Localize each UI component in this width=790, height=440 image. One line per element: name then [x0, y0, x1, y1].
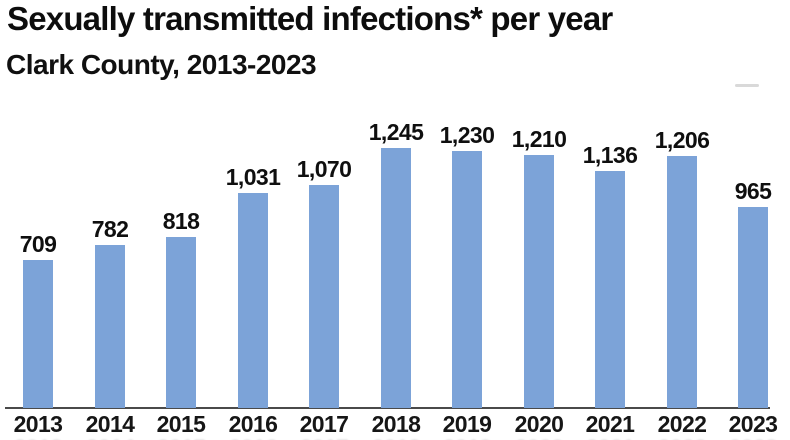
bar [738, 207, 768, 408]
x-axis-label: 2023 [728, 411, 778, 437]
x-axis-line [5, 407, 770, 409]
x-axis-label: 2016 [228, 411, 278, 437]
bar [309, 185, 339, 408]
bar-value-label: 709 [19, 231, 57, 257]
bar-value-label: 1,206 [654, 127, 710, 153]
bar [238, 193, 268, 408]
bar-value-label: 965 [734, 178, 772, 204]
bar-value-label: 1,031 [225, 164, 281, 190]
x-axis-label: 2019 [442, 411, 492, 437]
x-axis-label: 2015 [156, 411, 206, 437]
bottom-edge-smudge: 2014 [68, 435, 152, 440]
bar-value-label: 1,136 [582, 142, 638, 168]
bar [595, 171, 625, 408]
chart-title: Sexually transmitted infections* per yea… [7, 0, 613, 37]
chart-subtitle: Clark County, 2013-2023 [6, 49, 317, 80]
bar-value-label: 1,230 [439, 122, 495, 148]
x-axis-label: 2021 [585, 411, 635, 437]
x-axis-label: 2017 [299, 411, 349, 437]
bottom-edge-smudge: 2017 [282, 435, 366, 440]
bar-value-label: 782 [91, 216, 129, 242]
x-axis-label: 2020 [514, 411, 564, 437]
bottom-edge-smudge: 2019 [425, 435, 509, 440]
bar [166, 237, 196, 408]
bottom-edge-smudge: 2013 [0, 435, 80, 440]
bar [23, 260, 53, 408]
bottom-edge-smudge: 2015 [139, 435, 223, 440]
bar [524, 155, 554, 408]
divider-dash [735, 84, 759, 87]
bottom-edge-smudge: 2022 [640, 435, 724, 440]
x-axis-label: 2022 [657, 411, 707, 437]
bottom-edge-smudge: 2016 [211, 435, 295, 440]
bar [381, 148, 411, 408]
bar-value-label: 818 [162, 208, 200, 234]
bottom-edge-smudge: 2023 [711, 435, 790, 440]
bottom-edge-smudge: 2020 [497, 435, 581, 440]
x-axis-label: 2014 [85, 411, 135, 437]
bottom-edge-smudge: 2018 [354, 435, 438, 440]
x-axis-label: 2013 [13, 411, 63, 437]
bar [95, 245, 125, 408]
bar-value-label: 1,210 [511, 126, 567, 152]
bottom-edge-smudge: 2021 [568, 435, 652, 440]
bar-value-label: 1,245 [368, 119, 424, 145]
bar [667, 156, 697, 408]
x-axis-label: 2018 [371, 411, 421, 437]
bar [452, 151, 482, 408]
bar-value-label: 1,070 [296, 156, 352, 182]
